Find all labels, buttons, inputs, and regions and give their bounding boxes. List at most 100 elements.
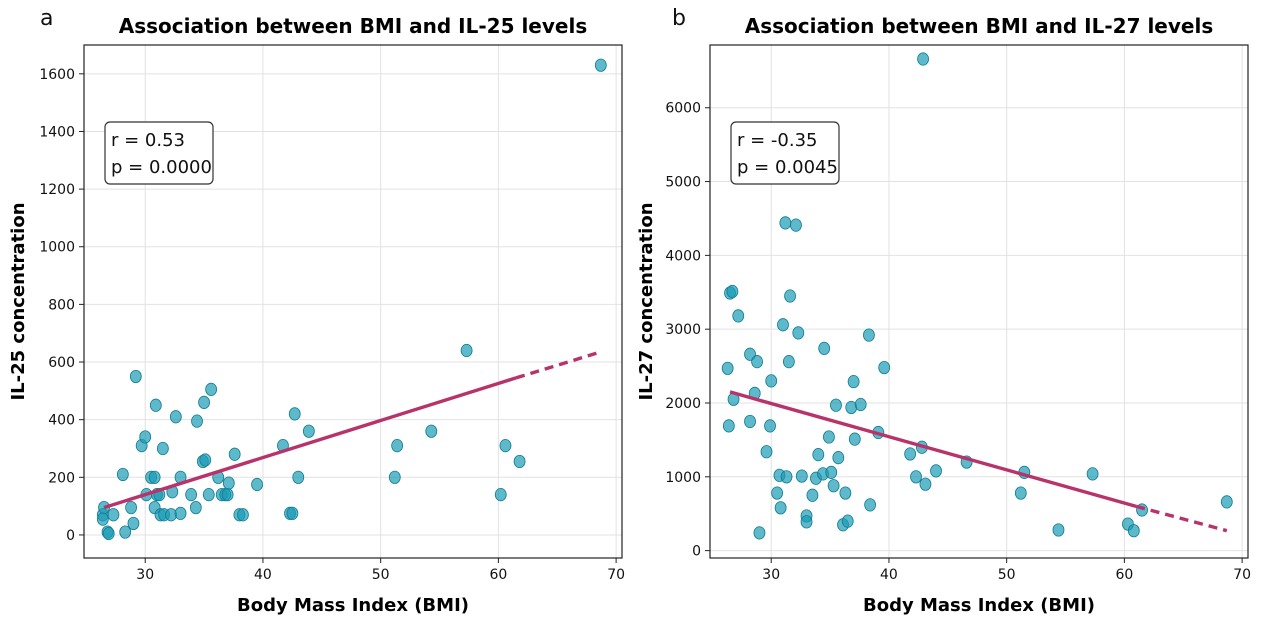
data-point [782,355,795,369]
data-point [1086,467,1099,481]
data-point [129,369,142,384]
data-point [156,441,169,456]
data-point [191,414,203,428]
data-point [765,374,778,388]
data-point [848,432,861,446]
y-tick-label: 4000 [665,248,701,264]
data-point [832,451,845,465]
data-point [292,470,305,484]
data-point [726,284,739,299]
y-tick-label: 200 [48,470,75,486]
data-point [753,526,766,540]
data-point [812,448,825,462]
chart-title: Association between BMI and IL-25 levels [119,14,587,38]
stats-p-value: p = 0.0045 [737,157,838,178]
y-tick-label: 3000 [665,322,701,338]
x-tick-label: 70 [607,567,625,583]
y-axis-label: IL-25 concentration [8,202,29,400]
data-point [221,487,234,502]
data-point [388,470,401,484]
data-point [904,447,917,461]
regression-line [729,390,1137,508]
regression-line-extrapolated [1135,504,1228,533]
data-point [594,58,607,72]
data-point [930,464,942,478]
data-point [202,487,215,502]
data-point [800,515,813,529]
y-tick-label: 800 [48,297,75,313]
data-point [795,469,808,483]
data-point [286,506,299,520]
data-point [784,289,796,303]
x-tick-label: 30 [136,567,154,583]
data-point [169,410,182,424]
data-points [721,52,1233,540]
data-point [460,343,473,358]
stats-p-value: p = 0.0000 [111,157,212,178]
data-point [771,486,784,500]
data-point [792,326,805,340]
data-point [119,525,132,539]
data-point [205,382,218,397]
data-point [854,397,867,412]
data-point [513,454,526,469]
data-point [107,508,120,522]
data-point [425,424,438,438]
chart-panel-a: 30 40 50 60 70 0 200 400 600 800 1000 1200 1400 1600 r… [8,6,625,616]
data-point [825,465,838,479]
data-point [722,419,735,433]
data-point [790,218,802,232]
y-tick-label: 1000 [665,470,701,486]
data-point [830,398,842,412]
data-point [127,516,140,531]
x-tick-label: 50 [372,567,390,583]
y-tick-label: 1400 [39,124,75,140]
data-point [125,500,137,515]
data-point [302,424,315,438]
data-point [1052,523,1065,537]
plot-area-frame [709,44,1249,559]
data-point [806,488,819,502]
data-point [237,508,249,522]
data-point [96,512,109,526]
data-point [760,445,773,459]
data-point [116,467,129,482]
y-tick-label: 1200 [39,182,75,198]
stats-box [104,121,214,185]
y-tick-label: 600 [48,355,75,371]
data-point [251,477,263,492]
panel-letter: b [672,6,686,31]
gridlines [84,45,622,558]
y-axis-label: IL-27 concentration [636,202,657,400]
panel-letter: a [40,6,53,31]
data-point [863,328,875,342]
x-axis-label: Body Mass Index (BMI) [863,595,1095,616]
data-point [189,500,202,515]
data-point [818,341,831,355]
data-point [764,419,776,433]
plot-area-frame [83,44,623,559]
data-point [839,486,852,500]
data-point [864,498,877,512]
stats-box [730,121,840,185]
data-point [288,407,301,421]
y-tick-label: 1000 [39,240,75,256]
data-point [149,398,162,412]
data-point [1014,486,1027,500]
data-point [847,374,860,389]
y-tick-label: 400 [48,413,75,429]
data-point [198,395,210,409]
data-point [1220,495,1233,509]
data-point [199,453,212,467]
y-tick-label: 0 [66,528,75,544]
y-tick-label: 0 [692,544,701,560]
data-point [732,309,745,323]
data-point [774,501,787,515]
data-point [780,470,793,484]
x-tick-label: 40 [254,567,272,583]
data-point [751,355,763,369]
data-point [228,447,241,461]
y-tick-label: 5000 [665,175,701,191]
data-point [222,476,235,490]
